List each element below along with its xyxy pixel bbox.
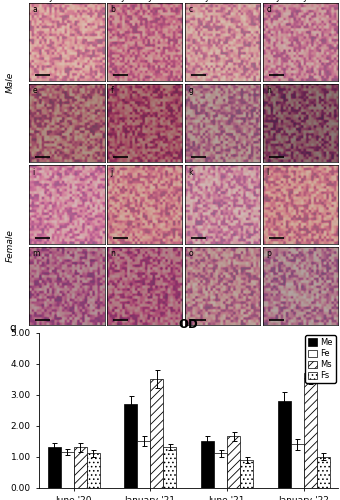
Text: p: p xyxy=(267,249,271,258)
Text: Male: Male xyxy=(6,72,15,93)
Legend: Me, Fe, Ms, Fs: Me, Fe, Ms, Fs xyxy=(305,335,336,383)
Bar xyxy=(87,454,100,488)
Bar xyxy=(304,373,317,488)
Text: j: j xyxy=(110,168,113,176)
Bar xyxy=(48,447,61,488)
Text: h: h xyxy=(267,86,271,96)
Bar xyxy=(150,379,164,488)
Text: d: d xyxy=(267,5,271,14)
Bar xyxy=(227,436,240,488)
Bar xyxy=(291,444,304,488)
Title: June '21: June '21 xyxy=(206,0,239,2)
Text: o: o xyxy=(188,249,193,258)
Text: a: a xyxy=(33,5,37,14)
Bar xyxy=(214,454,227,488)
Text: i: i xyxy=(33,168,35,176)
Bar xyxy=(137,441,150,488)
Text: g: g xyxy=(188,86,193,96)
Title: June '20: June '20 xyxy=(50,0,84,2)
Text: q: q xyxy=(9,323,16,333)
Bar xyxy=(278,400,291,488)
Bar xyxy=(164,447,176,488)
Text: n: n xyxy=(110,249,116,258)
Text: l: l xyxy=(267,168,269,176)
Text: f: f xyxy=(110,86,113,96)
Bar xyxy=(317,456,330,488)
Bar xyxy=(201,441,214,488)
Bar xyxy=(74,447,87,488)
Text: c: c xyxy=(188,5,193,14)
Text: Female: Female xyxy=(6,228,15,262)
Text: b: b xyxy=(110,5,116,14)
Bar xyxy=(61,452,74,488)
Bar xyxy=(240,460,253,487)
Text: m: m xyxy=(33,249,40,258)
Title: OD: OD xyxy=(179,318,199,332)
Title: January '22: January '22 xyxy=(277,0,324,2)
Title: January '21: January '21 xyxy=(121,0,168,2)
Text: e: e xyxy=(33,86,37,96)
Text: k: k xyxy=(188,168,193,176)
Bar xyxy=(124,404,137,487)
